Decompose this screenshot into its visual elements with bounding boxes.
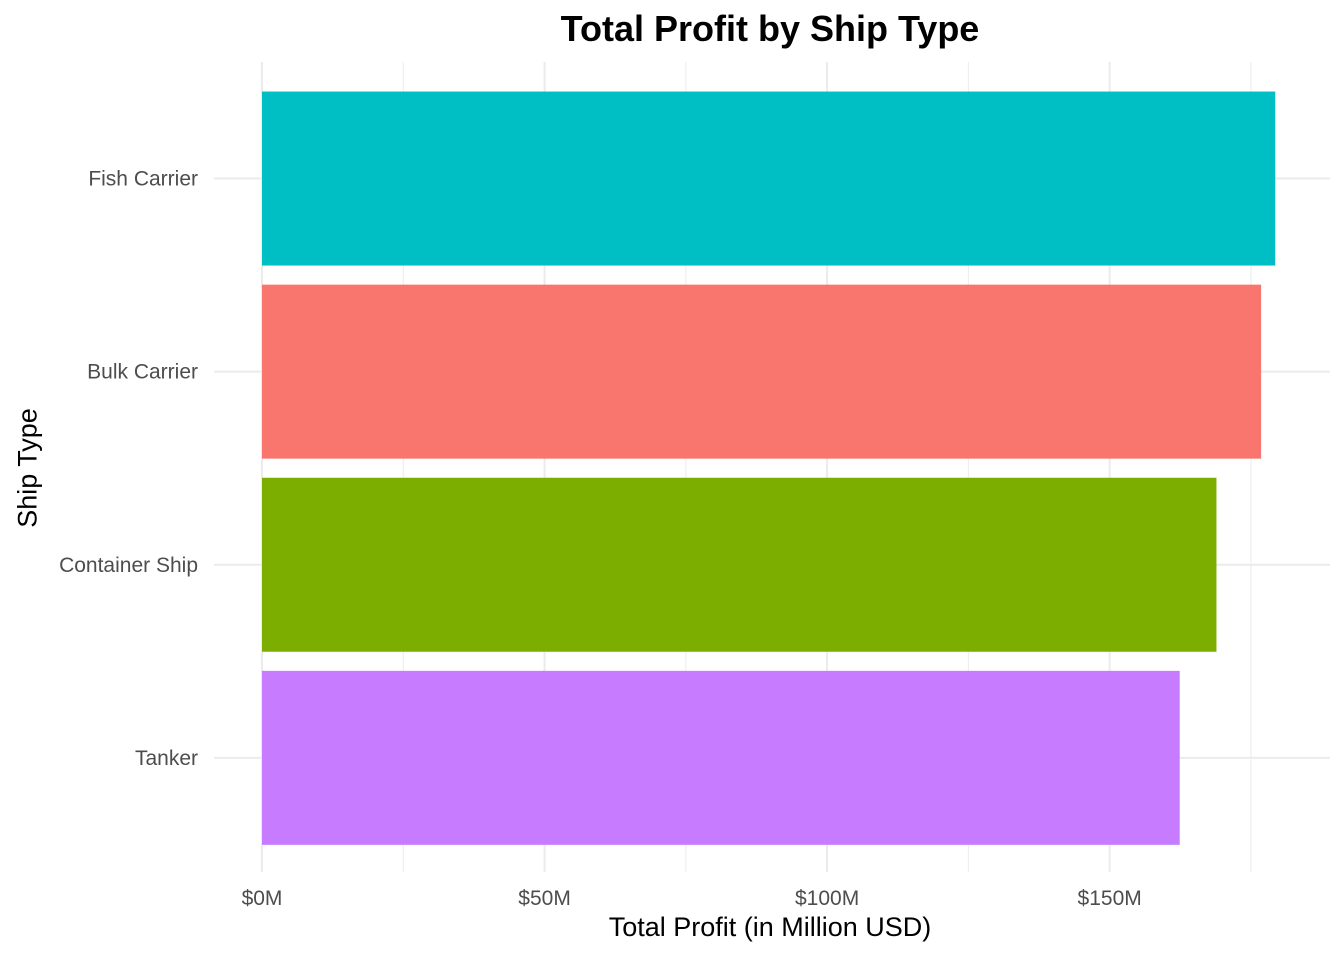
y-tick-labels: Fish Carrier Bulk Carrier Container Ship Ta… bbox=[59, 168, 198, 770]
x-tick-labels: $0M $50M $100M $150M bbox=[242, 887, 1142, 910]
bar-layer bbox=[262, 91, 1276, 845]
bar bbox=[262, 284, 1262, 459]
x-tick-label: $0M bbox=[242, 887, 283, 910]
y-tick-label: Container Ship bbox=[59, 554, 198, 577]
y-tick-label: Fish Carrier bbox=[88, 168, 198, 191]
bar bbox=[262, 91, 1276, 266]
bar bbox=[262, 477, 1217, 652]
x-axis-title: Total Profit (in Million USD) bbox=[608, 912, 932, 942]
bar bbox=[262, 670, 1180, 845]
chart-title: Total Profit by Ship Type bbox=[560, 8, 980, 49]
x-tick-label: $50M bbox=[518, 887, 571, 910]
x-tick-label: $150M bbox=[1078, 887, 1142, 910]
y-tick-label: Tanker bbox=[135, 747, 198, 770]
x-tick-label: $100M bbox=[795, 887, 859, 910]
y-tick-label: Bulk Carrier bbox=[87, 361, 198, 384]
